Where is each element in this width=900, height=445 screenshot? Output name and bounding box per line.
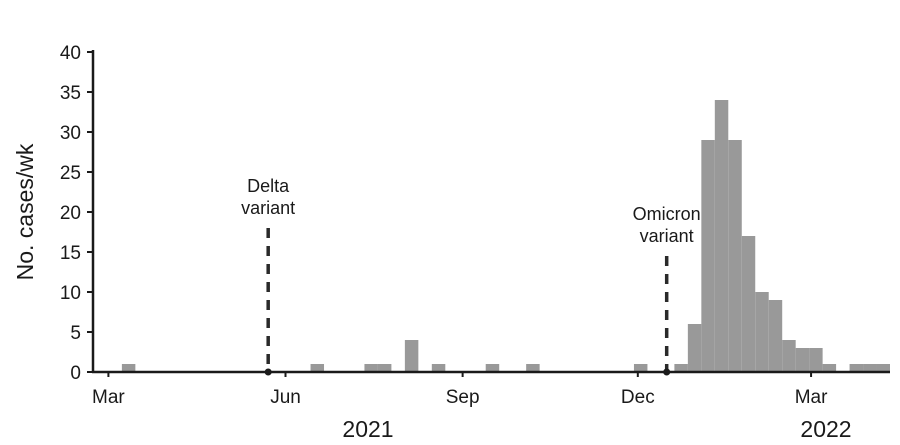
y-axis-label: No. cases/wk <box>12 143 38 280</box>
year-labels-group: 2021 2022 <box>342 416 851 442</box>
x-tick-label: Mar <box>92 387 125 408</box>
bar <box>822 364 837 372</box>
x-tick-label: Sep <box>446 387 480 408</box>
bar <box>364 364 378 372</box>
x-tick-label: Jun <box>270 387 301 408</box>
x-tick-label: Mar <box>795 387 828 408</box>
bar <box>768 300 783 372</box>
y-tick-label: 5 <box>70 323 81 344</box>
year-label: 2021 <box>342 416 393 442</box>
bar <box>404 340 419 372</box>
bar <box>714 100 729 372</box>
y-tick-label: 25 <box>60 163 81 184</box>
bar <box>809 348 823 372</box>
y-tick-label: 15 <box>60 243 81 264</box>
variant-label: variant <box>241 198 295 218</box>
year-label: 2022 <box>800 416 851 442</box>
bar <box>431 364 446 372</box>
bar <box>121 364 136 372</box>
variant-label: variant <box>640 226 694 246</box>
variant-label: Omicron <box>633 204 701 224</box>
bar <box>701 140 715 372</box>
bar <box>863 364 877 372</box>
bar <box>633 364 648 372</box>
y-tick-label: 20 <box>60 203 81 224</box>
bar <box>849 364 864 372</box>
x-tick-label: Dec <box>621 387 655 408</box>
y-ticks-group: 0 5 10 15 20 25 30 35 40 <box>60 43 93 384</box>
bar <box>310 364 325 372</box>
y-tick-label: 30 <box>60 123 81 144</box>
bar <box>377 364 392 372</box>
x-ticks-group: Mar Jun Sep Dec Mar <box>92 372 828 408</box>
bar <box>674 364 688 372</box>
bar <box>782 340 796 372</box>
bar <box>755 292 769 372</box>
y-tick-label: 10 <box>60 283 81 304</box>
bar <box>728 140 742 372</box>
bar <box>741 236 756 372</box>
bar <box>526 364 540 372</box>
bar <box>876 364 890 372</box>
bar <box>485 364 500 372</box>
y-tick-label: 40 <box>60 43 81 64</box>
y-tick-label: 0 <box>70 363 81 384</box>
bar <box>687 324 702 372</box>
y-tick-label: 35 <box>60 83 81 104</box>
bar <box>795 348 810 372</box>
bars-group <box>121 100 890 372</box>
variant-label: Delta <box>247 176 290 196</box>
